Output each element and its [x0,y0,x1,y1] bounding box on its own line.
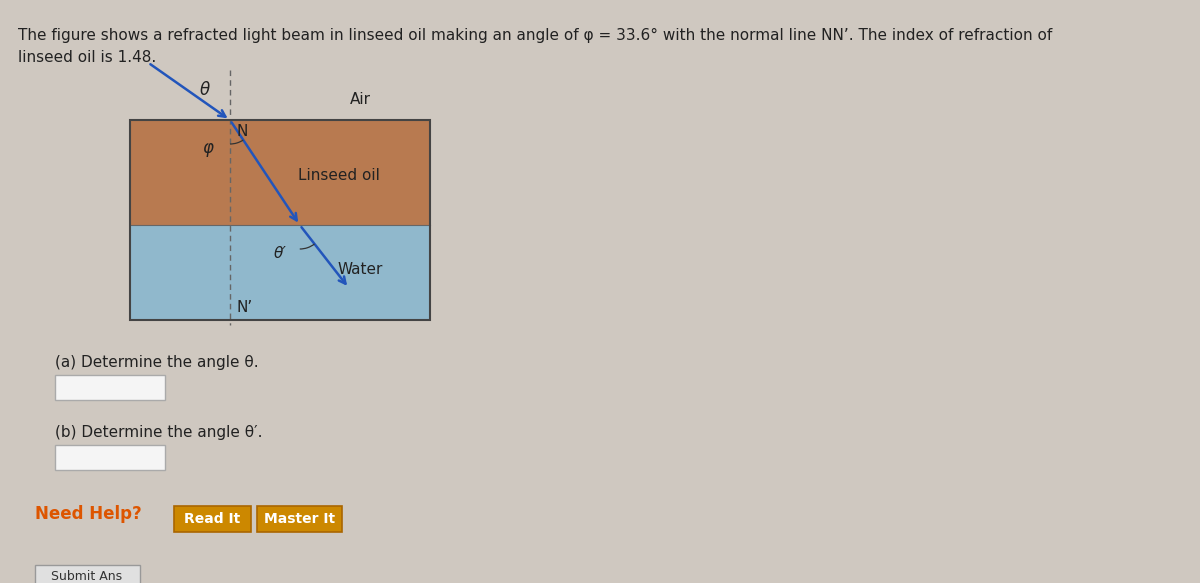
Text: φ: φ [203,139,214,157]
Text: Master It: Master It [264,512,335,526]
Text: The figure shows a refracted light beam in linseed oil making an angle of φ = 33: The figure shows a refracted light beam … [18,28,1052,43]
Text: linseed oil is 1.48.: linseed oil is 1.48. [18,50,156,65]
Text: (b) Determine the angle θ′.: (b) Determine the angle θ′. [55,425,263,440]
FancyBboxPatch shape [174,506,251,532]
Bar [130,120,430,225]
FancyBboxPatch shape [257,506,342,532]
Text: Water: Water [337,262,383,278]
Text: θ: θ [200,81,210,99]
Text: N: N [236,124,247,139]
Text: θ′: θ′ [274,245,286,261]
Text: (a) Determine the angle θ.: (a) Determine the angle θ. [55,355,259,370]
Text: Submit Ans: Submit Ans [52,571,122,583]
Text: Read It: Read It [185,512,241,526]
Text: N’: N’ [236,300,252,315]
Bar [130,120,430,320]
Text: Linseed oil: Linseed oil [298,167,380,182]
Bar [130,225,430,320]
Text: Air: Air [349,93,371,107]
Bar [35,565,140,583]
Text: Need Help?: Need Help? [35,505,142,523]
Bar [55,445,166,470]
Bar [55,375,166,400]
